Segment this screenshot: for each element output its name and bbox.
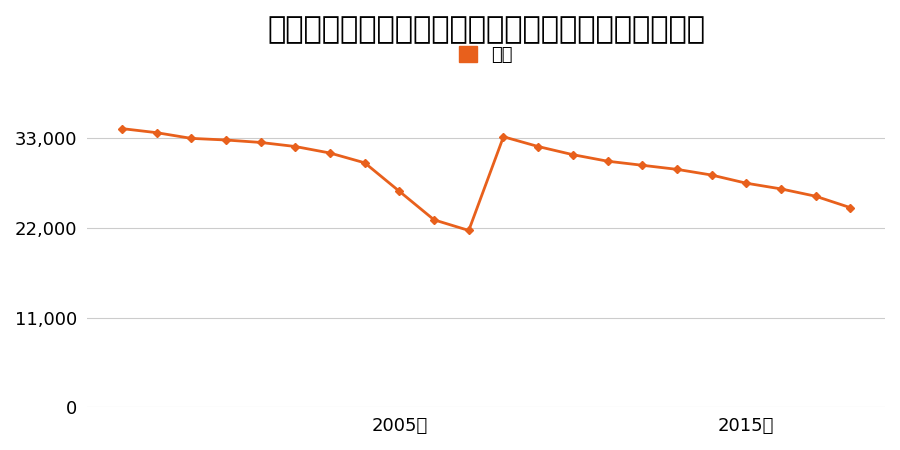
Title: 大分県豊後高田市大字御玉字中の島４３番の地価推移: 大分県豊後高田市大字御玉字中の島４３番の地価推移 (267, 15, 705, 44)
Legend: 価格: 価格 (459, 46, 513, 64)
